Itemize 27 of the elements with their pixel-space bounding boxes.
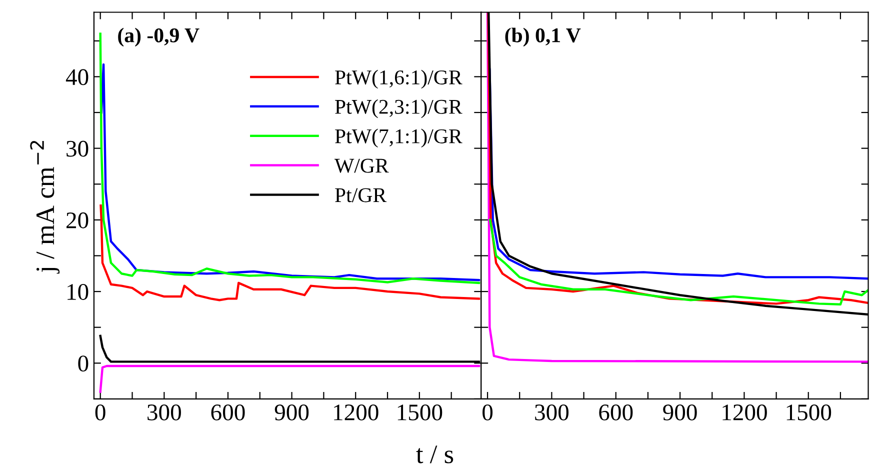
x-tick-label: 600 bbox=[599, 404, 633, 420]
legend-label: PtW(1,6:1)/GR bbox=[335, 70, 462, 89]
x-tick-label: 1500 bbox=[398, 404, 442, 420]
text: (b) 0,1 V bbox=[505, 28, 581, 47]
x-tick-label: 1200 bbox=[722, 404, 767, 420]
y-tick-label: 30 bbox=[66, 140, 88, 157]
line-series bbox=[100, 204, 480, 302]
x-tick-label: 900 bbox=[274, 404, 309, 420]
text: (a) -0,9 V bbox=[118, 28, 200, 47]
x-tick-label: 600 bbox=[211, 404, 245, 420]
legend-label: PtW(7,1:1)/GR bbox=[335, 128, 462, 148]
x-tick-label: 300 bbox=[148, 404, 181, 420]
x-tick-label: 0 bbox=[482, 404, 493, 420]
y-tick-label: 10 bbox=[68, 284, 88, 300]
y-tick-label: 0 bbox=[78, 356, 88, 372]
y-tick-label: 20 bbox=[66, 212, 88, 228]
legend-label: PtW(2,3:1)/GR bbox=[335, 99, 462, 118]
x-tick-label: 1200 bbox=[334, 404, 378, 420]
legend-label: Pt/GR bbox=[335, 188, 387, 202]
y-axis-title: j / mA cm$^{−2}$ bbox=[30, 140, 60, 274]
x-tick-label: 0 bbox=[95, 404, 106, 420]
x-tick-label: 300 bbox=[535, 404, 569, 420]
x-tick-label: 1500 bbox=[786, 404, 832, 420]
x-axis-title: t / s bbox=[416, 446, 454, 464]
legend-label: W/GR bbox=[334, 158, 389, 173]
y-tick-label: 40 bbox=[66, 69, 88, 86]
x-tick-label: 900 bbox=[663, 404, 697, 420]
